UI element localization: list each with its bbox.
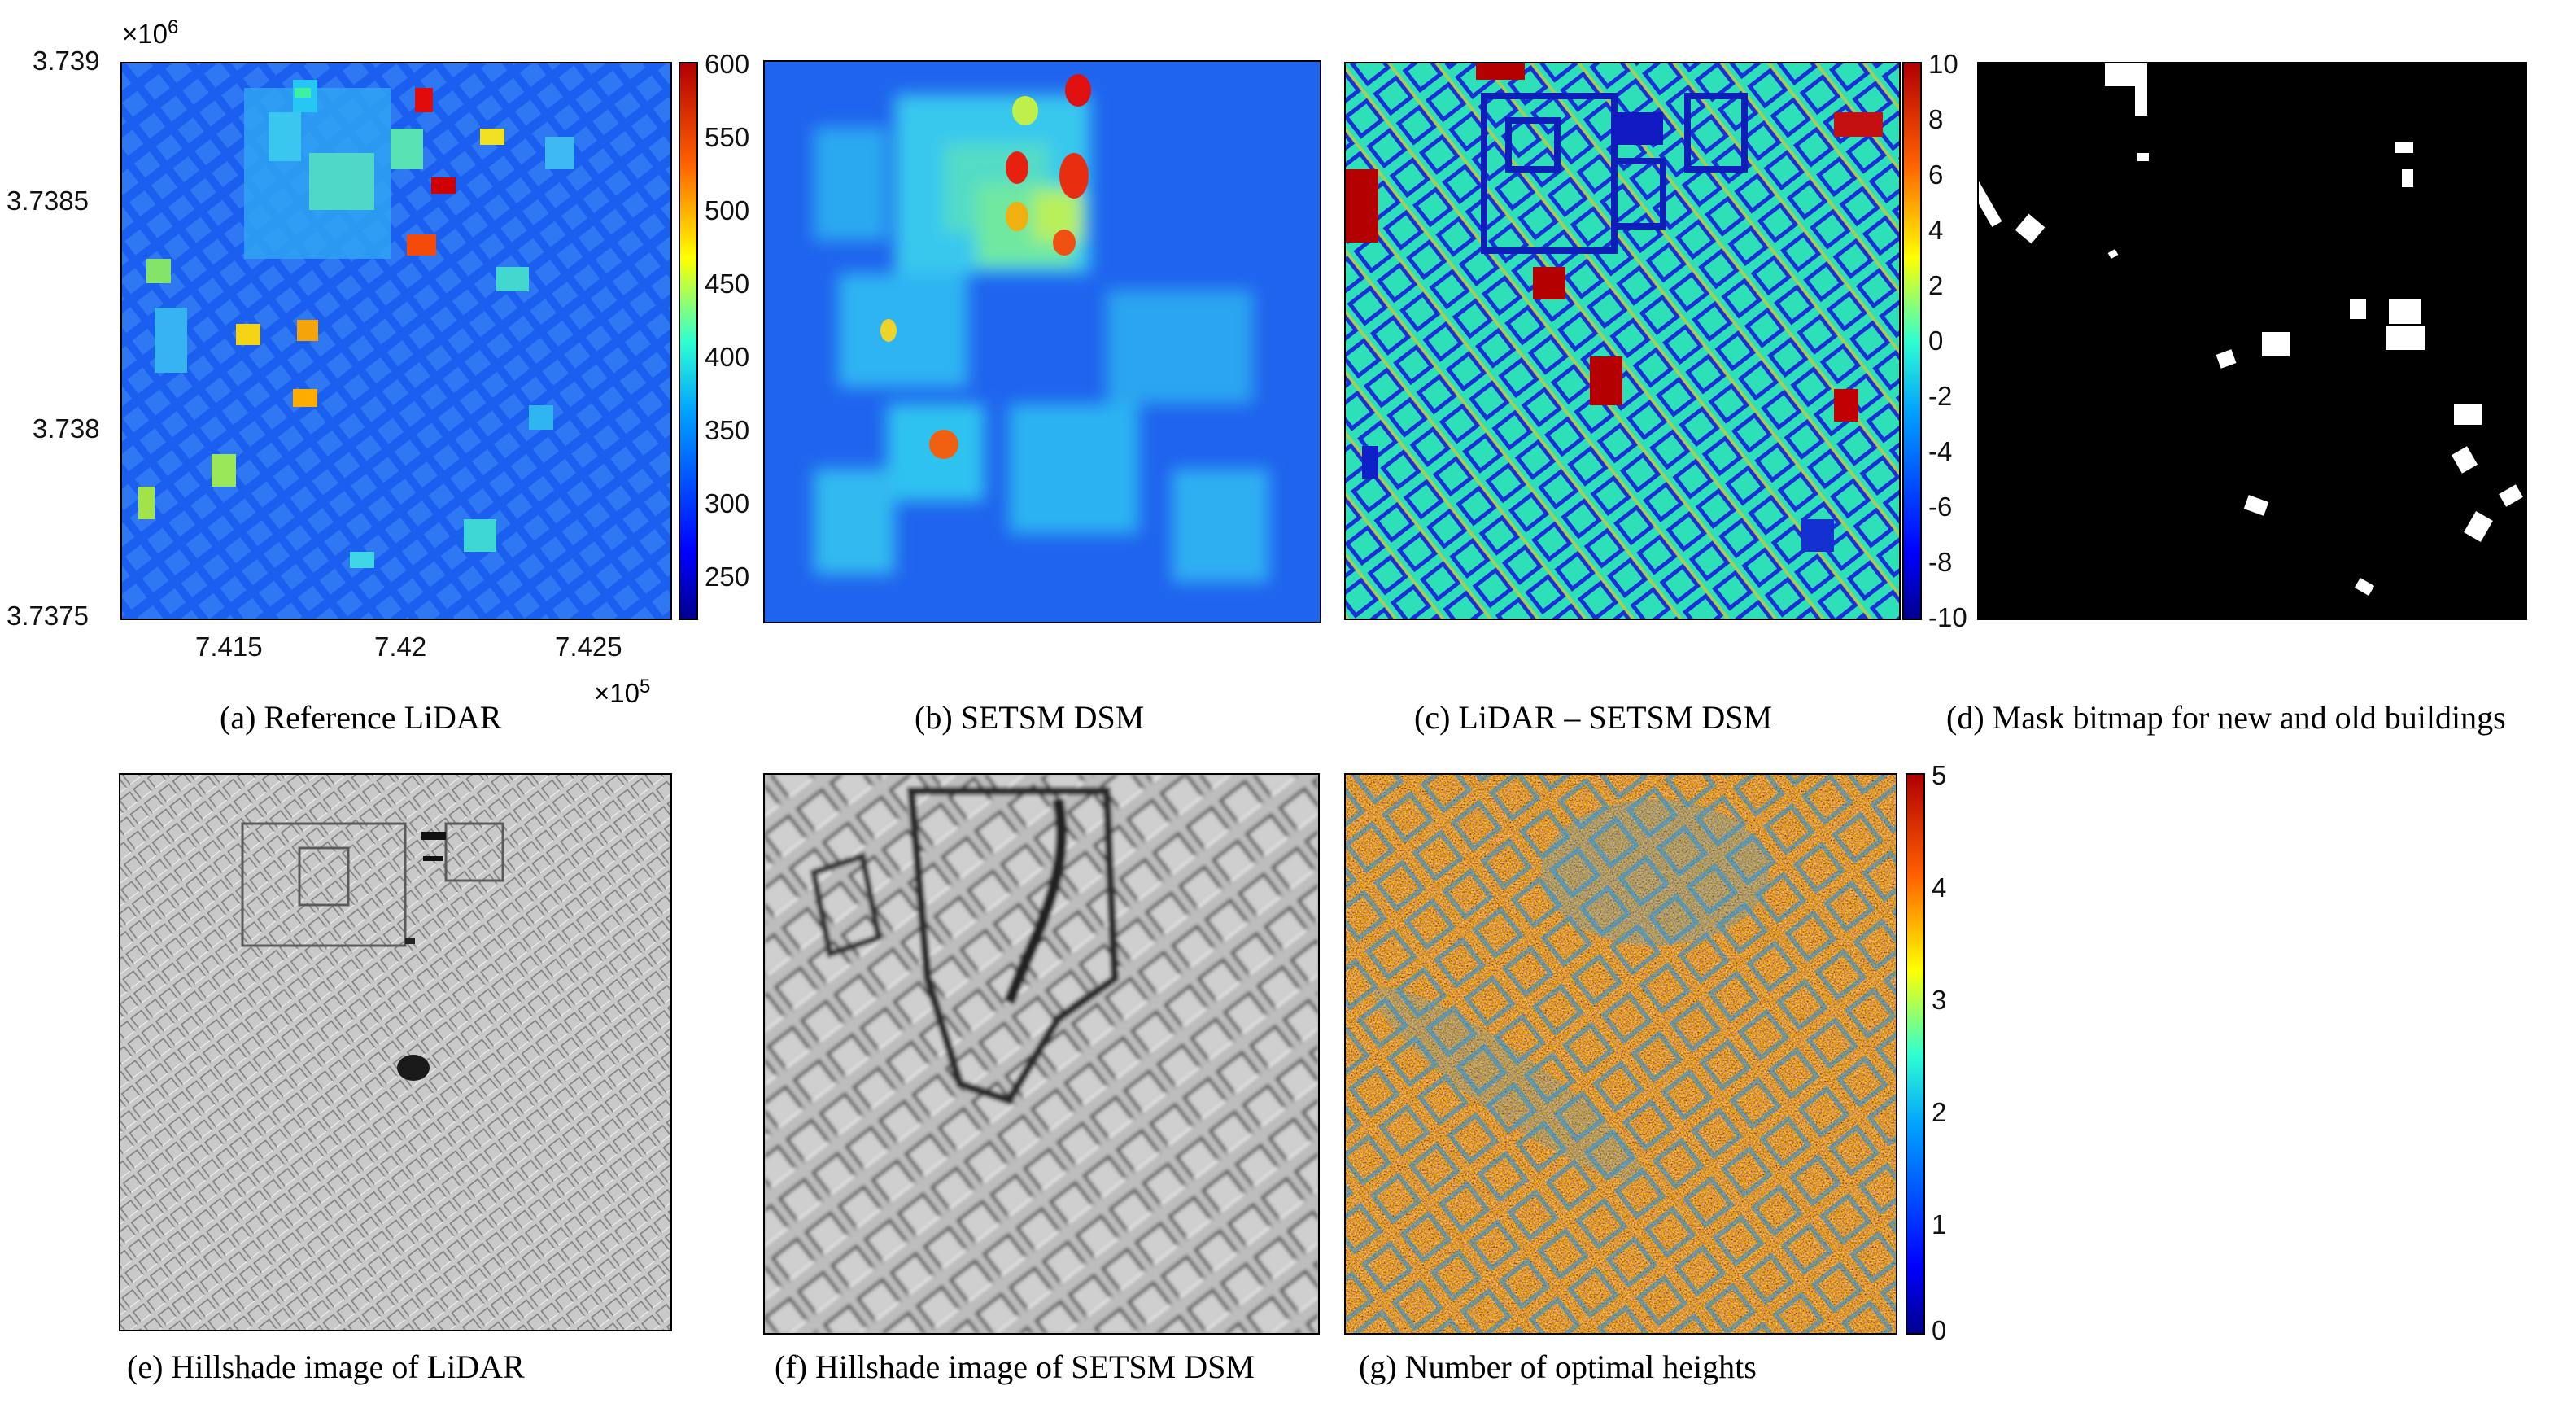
caption-g: (g) Number of optimal heights xyxy=(1359,1349,1757,1385)
colorbar-c-tick-10: 10 xyxy=(1928,49,1958,79)
colorbar-c-tick-m10: -10 xyxy=(1928,602,1967,632)
colorbar-a-tick-400: 400 xyxy=(705,342,750,372)
x-mult-base: ×10 xyxy=(594,678,640,708)
colorbar-a-tick-500: 500 xyxy=(705,195,750,225)
colorbar-g-tick-1: 1 xyxy=(1932,1209,1947,1239)
x-mult-exp: 5 xyxy=(639,675,651,697)
colorbar-c-tick-m4: -4 xyxy=(1928,436,1953,466)
y-axis-multiplier: ×106 xyxy=(122,16,178,50)
caption-b: (b) SETSM DSM xyxy=(915,699,1145,736)
x-tick-2: 7.42 xyxy=(374,632,427,662)
colorbar-a-tick-300: 300 xyxy=(705,488,750,518)
x-axis-multiplier: ×105 xyxy=(594,675,650,709)
colorbar-g-tick-4: 4 xyxy=(1932,872,1947,903)
colorbar-c-tick-m6: -6 xyxy=(1928,492,1953,522)
colorbar-a-tick-450: 450 xyxy=(705,269,750,299)
colorbar-c-tick-6: 6 xyxy=(1928,160,1944,190)
panel-c-lidar-minus-setsm xyxy=(1344,62,1901,620)
caption-c: (c) LiDAR – SETSM DSM xyxy=(1414,699,1773,736)
difference-map xyxy=(1346,63,1899,619)
y-tick-1: 3.739 xyxy=(33,46,100,76)
colorbar-g-tick-2: 2 xyxy=(1932,1097,1947,1127)
colorbar-c-tick-2: 2 xyxy=(1928,270,1944,300)
colorbar-g-tick-3: 3 xyxy=(1932,985,1947,1015)
colorbar-c-tick-m2: -2 xyxy=(1928,381,1953,411)
colorbar-a-tick-350: 350 xyxy=(705,415,750,445)
colorbar-a-tick-600: 600 xyxy=(705,49,750,79)
x-tick-3: 7.425 xyxy=(555,632,622,662)
colorbar-c-tick-m8: -8 xyxy=(1928,547,1953,577)
y-tick-3: 3.738 xyxy=(33,413,100,444)
colorbar-g-tick-0: 0 xyxy=(1932,1315,1947,1345)
hillshade-setsm-image xyxy=(765,775,1318,1333)
colorbar-c xyxy=(1902,62,1922,620)
colorbar-c-tick-0: 0 xyxy=(1928,326,1944,356)
y-tick-2: 3.7385 xyxy=(7,186,89,216)
colorbar-g xyxy=(1906,773,1925,1335)
panel-f-hillshade-setsm xyxy=(763,773,1320,1335)
colorbar-a xyxy=(679,62,698,620)
y-mult-base: ×10 xyxy=(122,19,168,49)
caption-a: (a) Reference LiDAR xyxy=(220,699,502,736)
caption-e: (e) Hillshade image of LiDAR xyxy=(127,1349,525,1385)
colorbar-c-tick-8: 8 xyxy=(1928,104,1944,134)
caption-f: (f) Hillshade image of SETSM DSM xyxy=(775,1349,1255,1385)
panel-b-setsm-dsm xyxy=(763,60,1321,623)
caption-d: (d) Mask bitmap for new and old building… xyxy=(1946,699,2506,736)
panel-e-hillshade-lidar xyxy=(119,773,672,1331)
colorbar-g-tick-5: 5 xyxy=(1932,760,1947,790)
mask-bitmap xyxy=(1979,63,2526,619)
colorbar-a-tick-250: 250 xyxy=(705,562,750,592)
y-tick-4: 3.7375 xyxy=(7,601,89,631)
x-tick-1: 7.415 xyxy=(195,632,263,662)
panel-a-reference-lidar xyxy=(120,62,672,620)
setsm-dsm-map xyxy=(765,62,1320,622)
colorbar-a-tick-550: 550 xyxy=(705,122,750,152)
optimal-heights-map xyxy=(1346,775,1896,1333)
y-mult-exp: 6 xyxy=(167,16,179,38)
colorbar-c-tick-4: 4 xyxy=(1928,215,1944,245)
panel-g-optimal-heights xyxy=(1344,773,1897,1335)
hillshade-lidar-image xyxy=(120,775,670,1330)
lidar-height-map xyxy=(122,63,670,619)
panel-d-mask-bitmap xyxy=(1977,62,2527,620)
